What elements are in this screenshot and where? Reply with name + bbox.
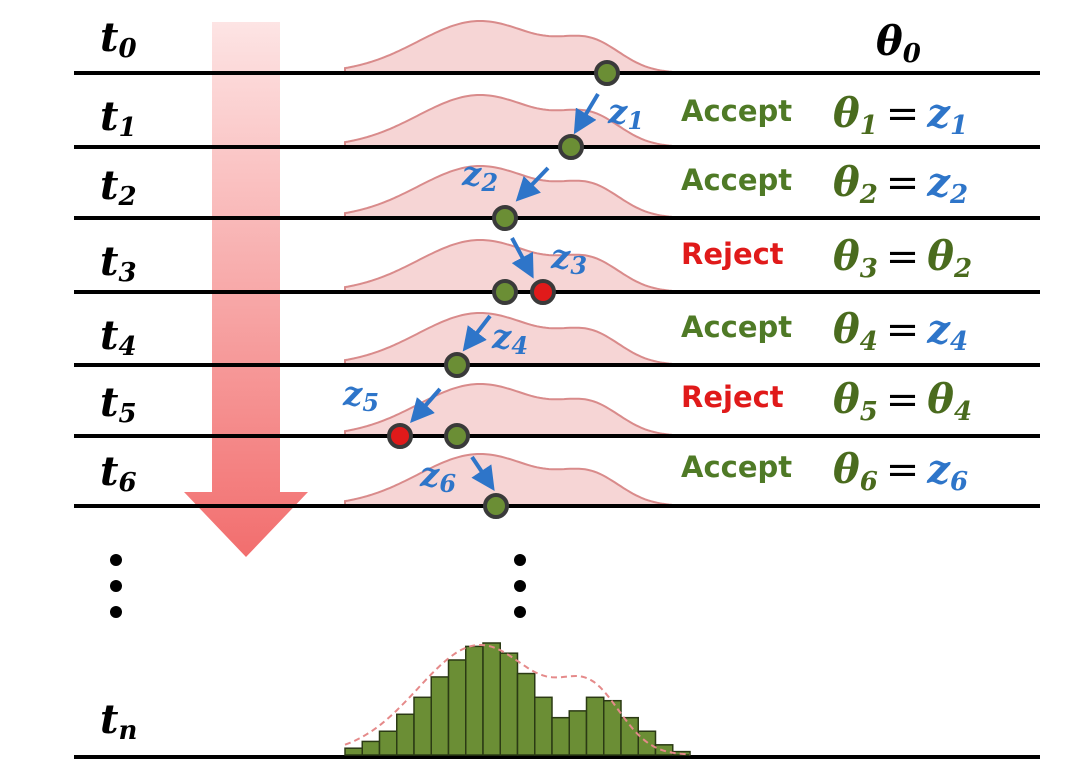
chain-point-t1 xyxy=(558,134,584,160)
time-label-t2: t2 xyxy=(100,162,137,212)
theta-0-label: θ0 xyxy=(876,18,921,69)
equation-t3: θ3 = θ2 xyxy=(833,233,973,284)
time-label-tn: tn xyxy=(100,696,138,746)
histogram-bar xyxy=(430,676,450,756)
time-label-t4: t4 xyxy=(100,312,137,362)
chain-point-t4 xyxy=(444,352,470,378)
time-arrow xyxy=(184,22,308,557)
density-curves xyxy=(344,20,691,507)
density-curve-t6 xyxy=(344,453,691,507)
density-curve-t0 xyxy=(344,20,691,74)
histogram-bar xyxy=(516,672,536,756)
density-curve-t1 xyxy=(344,94,691,148)
sample-histogram xyxy=(344,642,691,756)
proposal-label-z5: z5 xyxy=(343,374,380,417)
histogram-bar xyxy=(344,747,363,756)
histogram-bar xyxy=(378,730,398,756)
time-label-t1: t1 xyxy=(100,93,137,143)
histogram-bar xyxy=(499,652,519,756)
chain-point-t6 xyxy=(483,493,509,519)
chain-points xyxy=(387,60,620,519)
ellipsis-left xyxy=(110,554,122,632)
histogram-bar xyxy=(551,716,570,756)
histogram-bar xyxy=(585,696,605,756)
time-label-t6: t6 xyxy=(100,448,137,498)
chain-point-t3 xyxy=(492,279,518,305)
decision-t6: Accept xyxy=(681,450,793,484)
proposal-arrow-3 xyxy=(510,237,534,279)
proposal-arrow-5 xyxy=(410,387,442,424)
density-curve-t4 xyxy=(344,312,691,366)
density-curve-t2 xyxy=(344,165,691,219)
time-label-t3: t3 xyxy=(100,238,137,288)
decision-t5: Reject xyxy=(681,380,784,414)
baselines xyxy=(74,71,1040,759)
histogram-bar xyxy=(482,642,501,756)
decision-t2: Accept xyxy=(681,163,793,197)
histogram-bar xyxy=(396,713,415,756)
decision-t4: Accept xyxy=(681,310,793,344)
proposal-arrow-2 xyxy=(515,166,550,202)
equation-t6: θ6 = z6 xyxy=(833,446,969,497)
time-label-t0: t0 xyxy=(100,14,137,64)
rejected-proposal-t5 xyxy=(387,423,413,449)
histogram-bar xyxy=(413,696,432,756)
histogram-bar xyxy=(620,716,639,756)
proposal-label-z1: z1 xyxy=(608,92,645,135)
equation-t1: θ1 = z1 xyxy=(833,90,969,141)
chain-point-t0 xyxy=(594,60,620,86)
histogram-bar xyxy=(465,645,484,756)
decision-t3: Reject xyxy=(681,237,784,271)
equation-t2: θ2 = z2 xyxy=(833,159,969,210)
proposal-arrow-1 xyxy=(573,92,600,135)
proposal-label-z6: z6 xyxy=(420,455,457,498)
proposal-label-z4: z4 xyxy=(492,317,529,360)
decision-t1: Accept xyxy=(681,94,793,128)
rejected-proposal-t3 xyxy=(530,279,556,305)
histogram-bar xyxy=(534,696,553,756)
proposal-label-z3: z3 xyxy=(551,237,588,280)
chain-point-t2 xyxy=(492,205,518,231)
proposal-arrows xyxy=(410,92,600,491)
chain-point-t5 xyxy=(444,423,470,449)
proposal-arrow-4 xyxy=(462,314,492,352)
histogram-bar xyxy=(447,659,467,756)
time-label-t5: t5 xyxy=(100,379,137,429)
histogram-density-overlay xyxy=(344,643,691,756)
ellipsis-center xyxy=(514,554,526,632)
equation-t4: θ4 = z4 xyxy=(833,306,969,357)
proposal-label-z2: z2 xyxy=(462,154,499,197)
histogram-bar xyxy=(361,740,381,756)
histogram-bar xyxy=(568,710,588,756)
equation-t5: θ5 = θ4 xyxy=(833,376,973,427)
proposal-arrow-6 xyxy=(470,455,495,491)
